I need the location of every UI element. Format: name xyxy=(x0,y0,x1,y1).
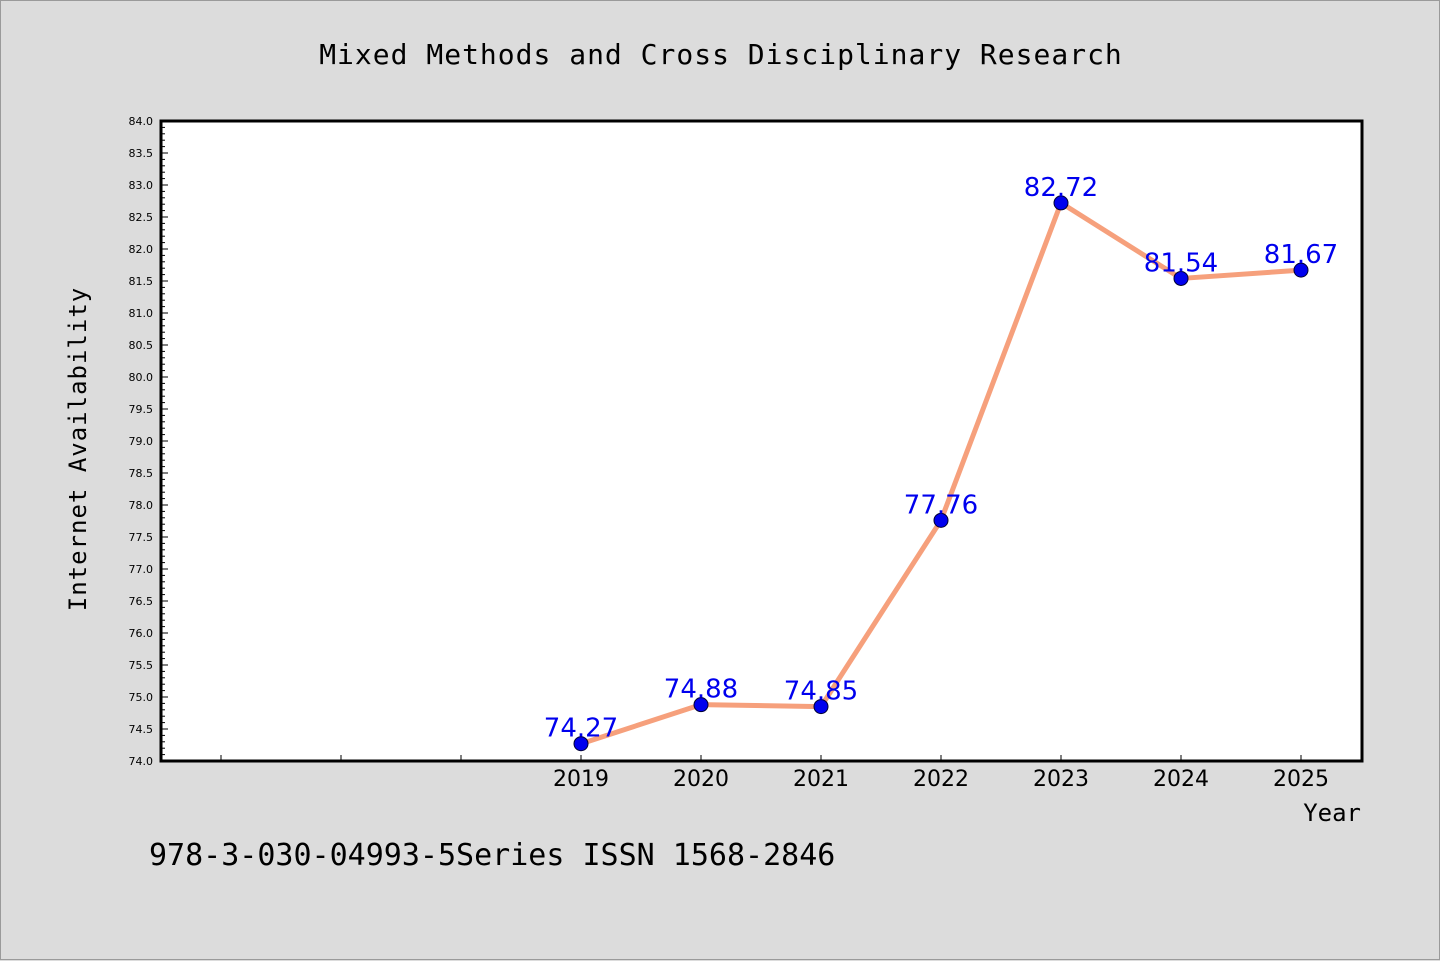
plot-area xyxy=(159,119,1364,763)
y-tick-label: 78.5 xyxy=(129,467,154,480)
data-label: 74.27 xyxy=(544,714,618,744)
y-tick-label: 84.0 xyxy=(129,115,154,128)
x-tick-label: 2023 xyxy=(1033,767,1089,792)
y-tick-label: 83.5 xyxy=(129,147,154,160)
data-label: 77.76 xyxy=(904,490,978,520)
data-point xyxy=(1293,262,1309,278)
data-label: 81.67 xyxy=(1264,240,1338,270)
series-group: 74.27 74.88 74.85 77.76 82.72 81.54 81.67 xyxy=(544,173,1338,752)
data-label: 81.54 xyxy=(1144,248,1218,278)
y-tick-label: 75.0 xyxy=(129,691,154,704)
y-tick-label: 75.5 xyxy=(129,659,154,672)
data-label: 74.85 xyxy=(784,677,858,707)
data-point xyxy=(1173,270,1189,286)
x-tick-label: 2025 xyxy=(1273,767,1329,792)
y-tick-label: 81.0 xyxy=(129,307,154,320)
x-tick-label: 2022 xyxy=(913,767,969,792)
x-tick-label: 2020 xyxy=(673,767,729,792)
footer-text: 978-3-030-04993-5Series ISSN 1568-2846 xyxy=(149,838,835,873)
y-tick-label: 83.0 xyxy=(129,179,154,192)
data-label: 82.72 xyxy=(1024,173,1098,203)
data-point xyxy=(813,699,829,715)
x-tick-label: 2019 xyxy=(553,767,609,792)
x-tick-label: 2024 xyxy=(1153,767,1209,792)
y-tick-label: 76.5 xyxy=(129,595,154,608)
y-tick-label: 79.5 xyxy=(129,403,154,416)
y-tick-label: 80.5 xyxy=(129,339,154,352)
data-label: 74.88 xyxy=(664,675,738,705)
data-point xyxy=(1053,195,1069,211)
y-tick-label: 74.0 xyxy=(129,755,154,768)
y-axis: 74.0 74.5 75.0 75.5 76.0 76.5 77.0 77.5 78.0 78.5… xyxy=(129,115,168,768)
y-tick-label: 77.0 xyxy=(129,563,154,576)
y-tick-label: 80.0 xyxy=(129,371,154,384)
x-axis-label: Year xyxy=(1303,799,1361,827)
y-tick-label: 74.5 xyxy=(129,723,154,736)
x-axis: 2019 2020 2021 2022 2023 2024 2025 xyxy=(220,755,1329,792)
data-point xyxy=(693,697,709,713)
y-tick-label: 77.5 xyxy=(129,531,154,544)
data-point xyxy=(573,736,589,752)
y-tick-label: 82.0 xyxy=(129,243,154,256)
y-tick-label: 82.5 xyxy=(129,211,154,224)
y-tick-label: 76.0 xyxy=(129,627,154,640)
x-tick-label: 2021 xyxy=(793,767,849,792)
chart-title: Mixed Methods and Cross Disciplinary Res… xyxy=(319,38,1123,71)
y-tick-label: 78.0 xyxy=(129,499,154,512)
data-point xyxy=(933,512,949,528)
y-tick-label: 79.0 xyxy=(129,435,154,448)
y-tick-label: 81.5 xyxy=(129,275,154,288)
y-axis-label: Internet Availability xyxy=(64,287,92,611)
